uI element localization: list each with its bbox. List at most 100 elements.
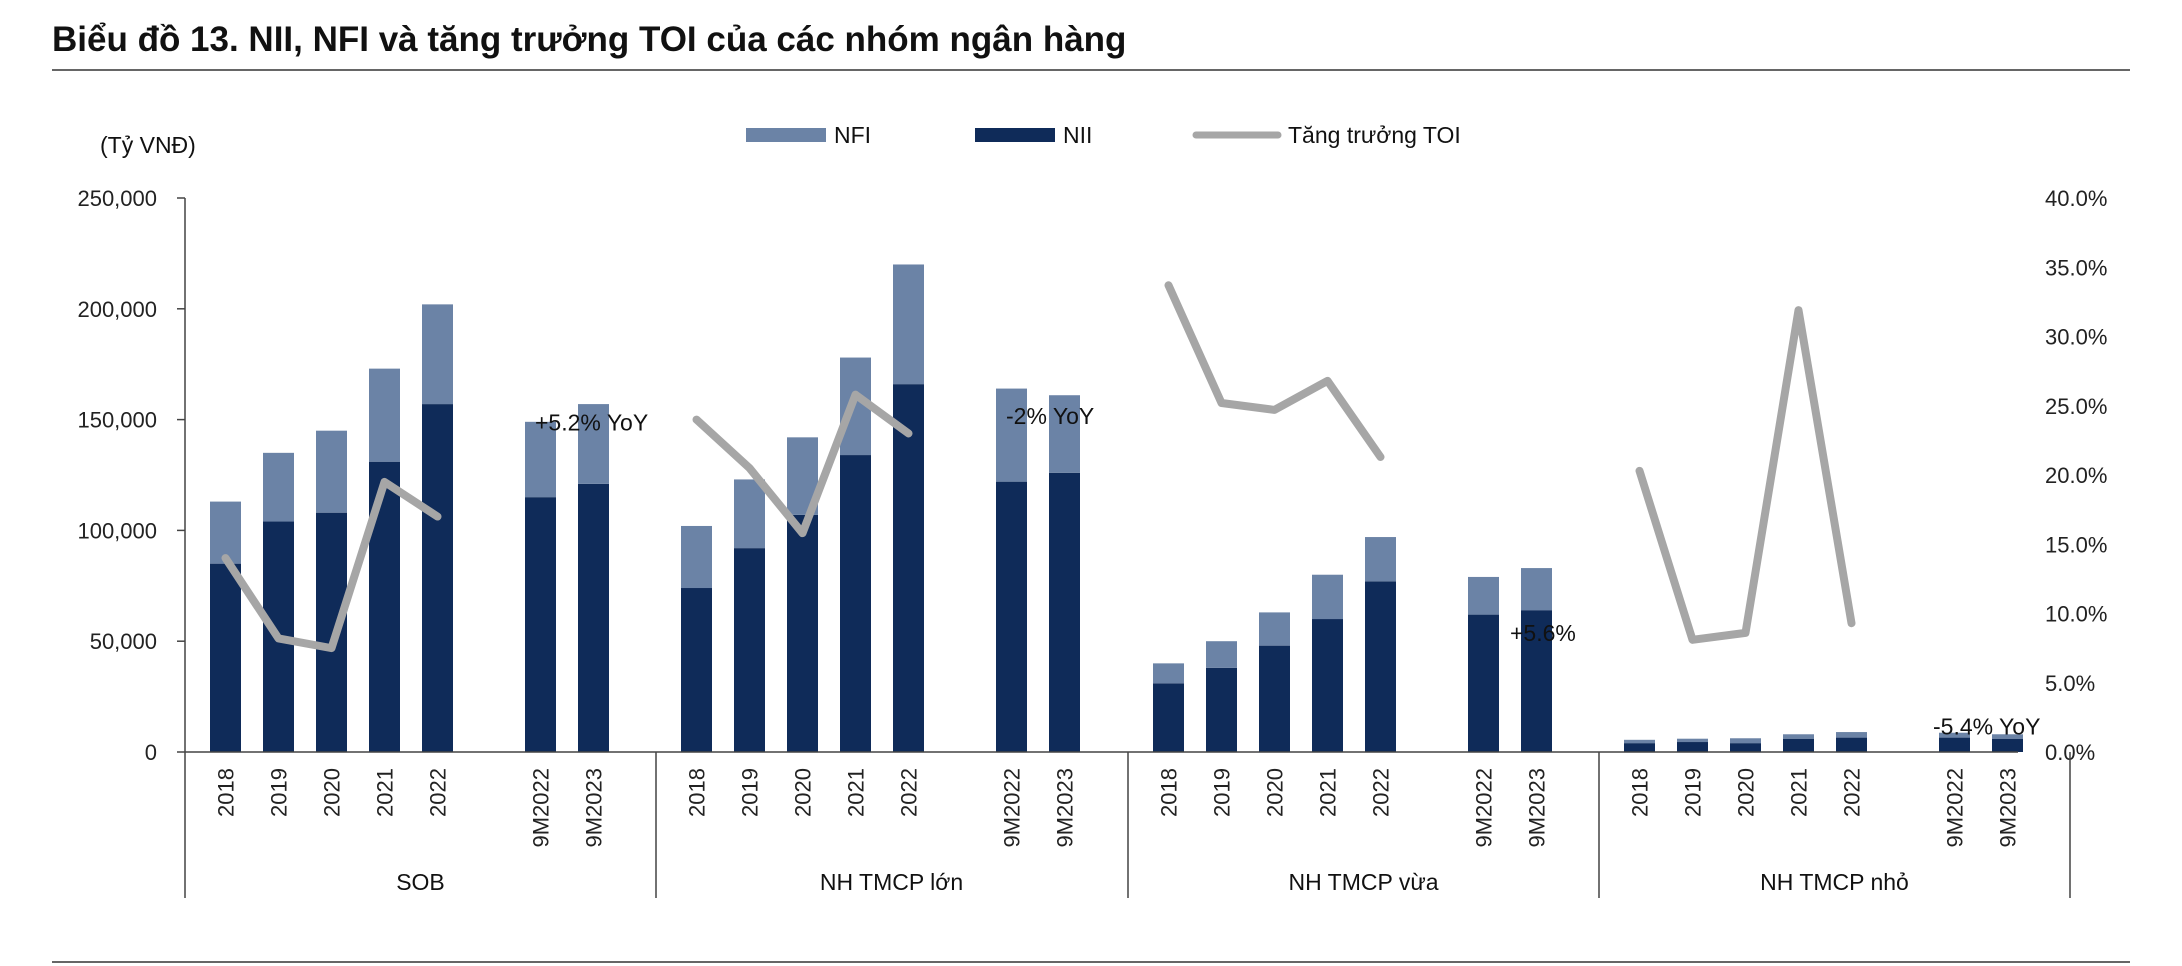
bar-nii (210, 563, 241, 752)
y2-tick-label: 25.0% (2045, 394, 2107, 419)
y-tick-label: 100,000 (77, 518, 157, 543)
x-tick-label: 9M2023 (1996, 768, 2021, 848)
chart-title: Biểu đồ 13. NII, NFI và tăng trưởng TOI … (52, 20, 1127, 59)
x-tick-label: 2021 (844, 768, 869, 817)
bar-nfi (1939, 732, 1970, 738)
legend-swatch-nfi (746, 128, 826, 142)
group-label: SOB (396, 869, 445, 895)
bar-nii (1259, 645, 1290, 752)
bar-nfi (1153, 663, 1184, 684)
yoy-annotation: -2% YoY (1006, 403, 1094, 429)
x-tick-label: 2019 (1681, 768, 1706, 817)
group-label: NH TMCP lớn (820, 869, 963, 895)
bar-nii (1312, 619, 1343, 752)
bar-nfi (1312, 574, 1343, 620)
bar-nfi (996, 388, 1027, 482)
x-tick-label: 2018 (214, 768, 239, 817)
x-tick-label: 9M2022 (529, 768, 554, 848)
y2-tick-label: 35.0% (2045, 255, 2107, 280)
y-tick-label: 200,000 (77, 297, 157, 322)
bar-nii (1783, 738, 1814, 752)
x-tick-label: 2022 (897, 768, 922, 817)
bar-nii (1992, 738, 2023, 752)
x-tick-label: 2020 (1734, 768, 1759, 817)
bar-nii (681, 588, 712, 752)
y-tick-label: 0 (145, 740, 157, 765)
toi-growth-lines (221, 281, 1856, 653)
bar-nii (1730, 743, 1761, 752)
y2-tick-label: 40.0% (2045, 186, 2107, 211)
bar-nii (525, 497, 556, 752)
toi-growth-line (1635, 306, 1856, 644)
yoy-annotation: -5.4% YoY (1933, 713, 2040, 739)
legend: NFI NII Tăng trưởng TOI (746, 122, 1461, 148)
bar-nfi (369, 368, 400, 462)
bar-nfi (1365, 537, 1396, 582)
y2-tick-label: 5.0% (2045, 671, 2095, 696)
yoy-annotation: +5.2% YoY (535, 410, 648, 436)
x-tick-label: 9M2022 (1943, 768, 1968, 848)
bar-nii (1153, 683, 1184, 752)
bar-nii (1939, 737, 1970, 752)
y-tick-label: 50,000 (90, 629, 157, 654)
legend-swatch-nii (975, 128, 1055, 142)
bar-nii (1624, 743, 1655, 752)
y2-tick-label: 20.0% (2045, 463, 2107, 488)
bar-nii (1206, 667, 1237, 752)
y-tick-label: 150,000 (77, 408, 157, 433)
bar-nii (1049, 472, 1080, 752)
bar-nii (734, 548, 765, 752)
y-axis-unit-label: (Tỷ VNĐ) (100, 132, 196, 158)
x-tick-label: 2020 (1263, 768, 1288, 817)
x-tick-label: 2020 (320, 768, 345, 817)
toi-growth-line (1164, 281, 1385, 461)
x-tick-label: 9M2022 (1472, 768, 1497, 848)
group-label: NH TMCP nhỏ (1760, 869, 1909, 895)
bar-series (210, 264, 2023, 752)
yoy-annotation: +5.6% (1510, 620, 1576, 646)
x-axis: SOB 2018 2019 2020 2021 2022 9M2022 9M2023 NH TM… (184, 751, 2071, 898)
bar-nfi (1259, 612, 1290, 646)
x-tick-label: 2018 (685, 768, 710, 817)
x-tick-label: 2021 (1787, 768, 1812, 817)
bar-nfi (1049, 395, 1080, 473)
group-label: NH TMCP vừa (1288, 869, 1438, 895)
bar-nfi (1206, 641, 1237, 668)
y-axis-right: 0.0%5.0%10.0%15.0%20.0%25.0%30.0%35.0%40… (2045, 186, 2107, 765)
annotations: +5.2% YoY -2% YoY +5.6% -5.4% YoY (535, 403, 2040, 739)
bar-nfi (734, 479, 765, 549)
x-tick-label: 9M2023 (1525, 768, 1550, 848)
bar-nii (893, 384, 924, 752)
y-tick-label: 250,000 (77, 186, 157, 211)
bar-nfi (210, 501, 241, 564)
y2-tick-label: 30.0% (2045, 325, 2107, 350)
x-tick-label: 2019 (738, 768, 763, 817)
bar-nfi (893, 264, 924, 385)
legend-label: NFI (834, 122, 871, 148)
bar-nfi (316, 430, 347, 513)
bar-nfi (681, 525, 712, 589)
x-tick-label: 9M2022 (1000, 768, 1025, 848)
x-tick-label: 2018 (1157, 768, 1182, 817)
x-tick-label: 9M2023 (1053, 768, 1078, 848)
bar-nfi (263, 452, 294, 522)
toi-growth-line (221, 477, 442, 653)
x-tick-label: 2021 (1316, 768, 1341, 817)
x-tick-label: 2021 (373, 768, 398, 817)
bar-nii (787, 514, 818, 752)
x-tick-label: 9M2023 (582, 768, 607, 848)
bar-nfi (578, 404, 609, 484)
legend-label: Tăng trưởng TOI (1288, 122, 1461, 148)
toi-growth-line (692, 390, 913, 538)
bar-nii (996, 481, 1027, 752)
bar-nii (1677, 742, 1708, 752)
y2-tick-label: 15.0% (2045, 532, 2107, 557)
x-tick-label: 2019 (267, 768, 292, 817)
bar-nfi (1836, 732, 1867, 738)
x-tick-label: 2020 (791, 768, 816, 817)
x-tick-label: 2022 (426, 768, 451, 817)
x-tick-label: 2022 (1840, 768, 1865, 817)
x-tick-label: 2019 (1210, 768, 1235, 817)
y2-tick-label: 10.0% (2045, 602, 2107, 627)
bar-nfi (422, 304, 453, 405)
